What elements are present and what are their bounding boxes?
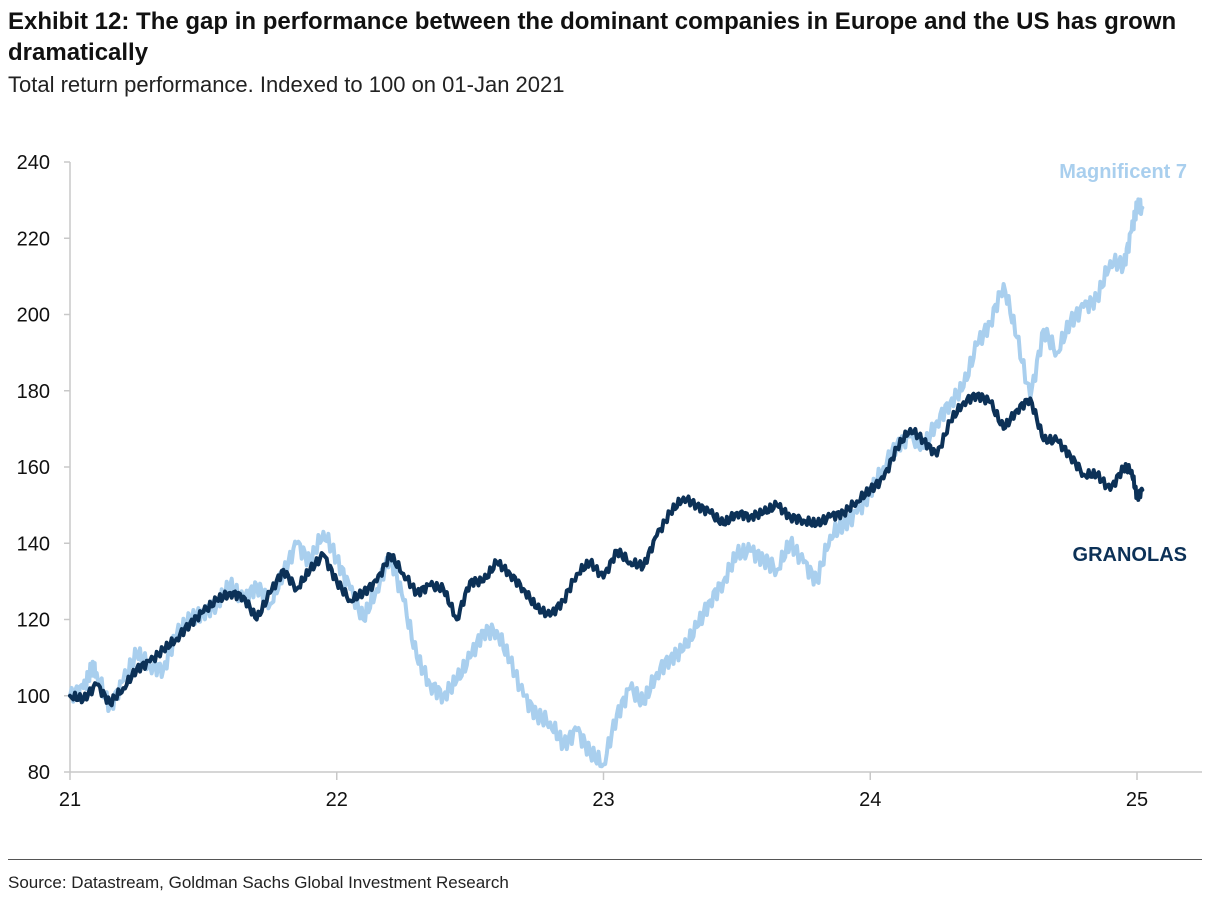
x-tick-label: 21 bbox=[59, 789, 81, 811]
series-label-granolas: GRANOLAS bbox=[1073, 544, 1187, 566]
y-tick-label: 160 bbox=[17, 457, 50, 479]
footer-divider bbox=[8, 859, 1202, 860]
series-line-magnificent-7 bbox=[68, 197, 1145, 769]
y-tick-label: 140 bbox=[17, 533, 50, 555]
series-layer bbox=[68, 197, 1145, 769]
y-tick-label: 180 bbox=[17, 381, 50, 403]
series-label-magnificent-7: Magnificent 7 bbox=[1059, 161, 1187, 183]
y-tick-label: 80 bbox=[28, 762, 50, 784]
series-line-granolas bbox=[68, 391, 1145, 708]
chart-axes: 80 100 120 140 160 180 200 220 240 21 22 23 24 25 bbox=[17, 152, 1202, 811]
x-tick-label: 24 bbox=[859, 789, 881, 811]
y-tick-label: 220 bbox=[17, 228, 50, 250]
x-tick-label: 23 bbox=[592, 789, 614, 811]
source-note: Source: Datastream, Goldman Sachs Global… bbox=[8, 873, 509, 892]
x-tick-label: 25 bbox=[1126, 789, 1148, 811]
y-tick-label: 240 bbox=[17, 152, 50, 174]
chart-subtitle: Total return performance. Indexed to 100… bbox=[8, 72, 565, 97]
line-chart: 80 100 120 140 160 180 200 220 240 21 22 23 24 25 Mag… bbox=[17, 152, 1202, 811]
y-tick-label: 100 bbox=[17, 686, 50, 708]
x-tick-label: 22 bbox=[326, 789, 348, 811]
y-tick-label: 120 bbox=[17, 610, 50, 632]
chart-title: Exhibit 12: The gap in performance betwe… bbox=[8, 8, 1177, 66]
y-tick-label: 200 bbox=[17, 305, 50, 327]
